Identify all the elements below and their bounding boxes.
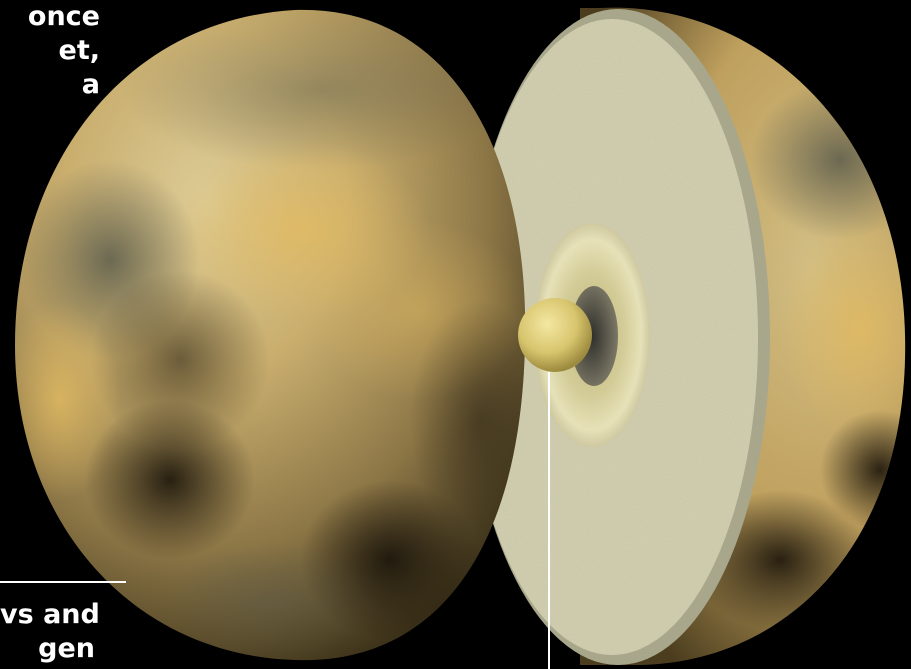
top-caption-line: a — [81, 69, 100, 100]
core-sphere — [518, 298, 592, 372]
bottom-caption-line: gen — [38, 633, 95, 664]
top-caption-line: et, — [58, 35, 100, 66]
top-caption-line: once — [27, 1, 100, 32]
left-hemisphere-surface — [15, 9, 526, 661]
top-caption: once et, a — [0, 0, 100, 102]
bottom-caption: vs and gen — [0, 598, 100, 666]
bottom-caption-line: vs and — [0, 599, 100, 630]
